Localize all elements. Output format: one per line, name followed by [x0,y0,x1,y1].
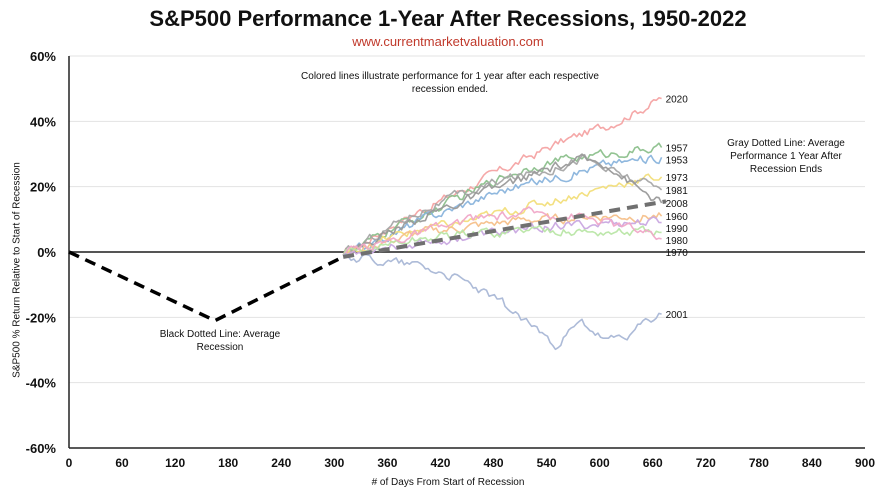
average-recession-line [68,250,344,323]
x-tick-label: 660 [643,456,663,470]
series-label-1973: 1973 [666,173,689,184]
series-line-2008 [342,153,663,258]
x-tick-label: 120 [165,456,185,470]
x-tick-label: 720 [696,456,716,470]
series-line-2001 [342,253,662,351]
y-tick-label: 40% [30,114,56,129]
series-label-1953: 1953 [666,155,689,166]
series-label-1981: 1981 [666,186,689,197]
colored-lines-note: Colored lines illustrate performance for… [301,71,599,95]
chart-subtitle: www.currentmarketvaluation.com [352,34,544,49]
gray-dotted-line-note: Gray Dotted Line: Average Performance 1 … [727,138,845,175]
x-tick-label: 480 [484,456,504,470]
x-tick-label: 360 [377,456,397,470]
x-tick-label: 780 [749,456,769,470]
black-dotted-line-note: Black Dotted Line: Average Recession [159,329,281,353]
x-tick-label: 180 [218,456,238,470]
y-axis-label-box: S&P500 % Return Relative to Start of Rec… [10,70,24,470]
y-tick-label: -20% [26,310,57,325]
y-tick-label: 60% [30,49,56,64]
y-tick-label: 20% [30,180,56,195]
y-tick-label: -40% [26,376,57,391]
x-axis-label: # of Days From Start of Recession [371,477,525,488]
y-axis-label: S&P500 % Return Relative to Start of Rec… [11,162,23,378]
y-tick-label: 0% [37,245,56,260]
series-line-1957 [342,142,663,258]
series-line-1970 [342,206,662,256]
x-tick-label: 240 [271,456,291,470]
x-tick-label: 420 [430,456,450,470]
x-tick-label: 900 [855,456,875,470]
y-tick-label: -60% [26,441,57,456]
series-label-1970: 1970 [666,248,689,259]
series-line-1973 [342,173,663,257]
series-label-1957: 1957 [666,143,689,154]
x-tick-label: 540 [537,456,557,470]
x-tick-label: 0 [66,456,73,470]
x-tick-label: 840 [802,456,822,470]
chart-title: S&P500 Performance 1-Year After Recessio… [149,6,747,31]
series-label-2008: 2008 [666,199,689,210]
series-label-1980: 1980 [666,236,689,247]
series-label-2020: 2020 [666,94,689,105]
series-label-2001: 2001 [666,310,689,321]
x-tick-label: 600 [590,456,610,470]
series-label-1960: 1960 [666,212,689,223]
series-label-1990: 1990 [666,224,689,235]
series-line-1953 [342,154,663,256]
x-tick-label: 300 [324,456,344,470]
x-tick-label: 60 [115,456,129,470]
average-after-recession-line [342,199,667,259]
